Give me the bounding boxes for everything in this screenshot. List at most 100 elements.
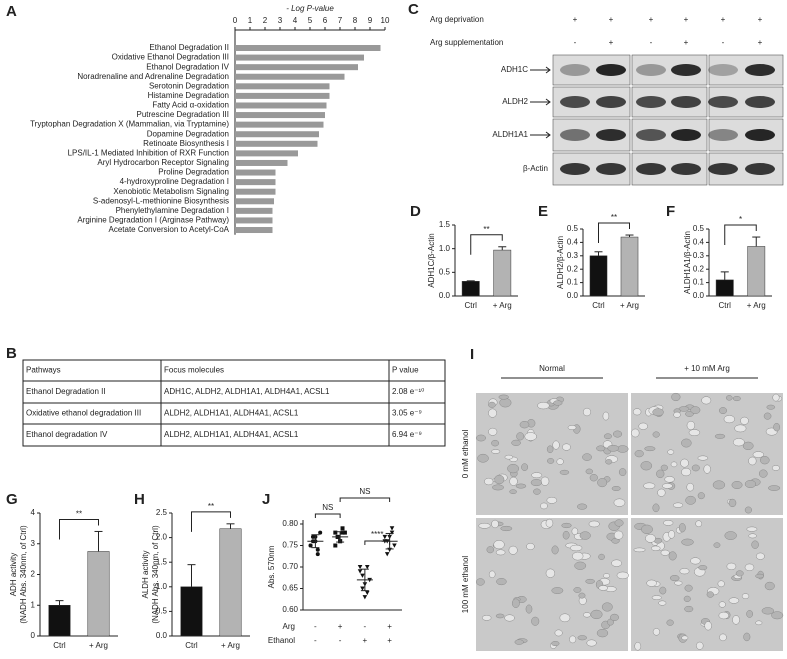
x-tick-label: + Arg (747, 301, 766, 310)
category-label: Serotonin Degradation (149, 81, 229, 90)
x-tick-label: 8 (353, 16, 358, 25)
cell (668, 551, 677, 561)
cell (772, 393, 780, 402)
cell (561, 522, 572, 529)
cell (660, 549, 670, 556)
bar (235, 140, 318, 147)
cell (613, 498, 626, 507)
cell (610, 613, 619, 621)
condition-sign: + (684, 15, 689, 24)
condition-sign: - (339, 636, 342, 645)
bar (235, 150, 298, 157)
cell (601, 602, 613, 612)
bar (235, 45, 381, 51)
y-axis-label: ALDH1A1/β-Actin (683, 231, 692, 294)
cell (545, 518, 554, 528)
cell (695, 520, 703, 528)
cell (586, 639, 597, 647)
y-tick-label: 0.65 (282, 584, 298, 593)
condition-sign: + (387, 636, 392, 645)
cell (742, 441, 754, 451)
significance-label: ** (611, 213, 617, 222)
cell (724, 531, 737, 540)
significance-label: NS (359, 487, 370, 496)
y-tick-label: 0.60 (282, 605, 298, 614)
cell (571, 527, 579, 535)
cell (579, 531, 591, 540)
significance-label: NS (322, 503, 333, 512)
y-tick-label: 0.2 (567, 264, 579, 273)
cell (511, 439, 521, 446)
cell (744, 563, 755, 572)
cell (766, 404, 776, 410)
band (560, 129, 590, 141)
cell (680, 458, 689, 468)
cell (614, 519, 624, 527)
cell (537, 401, 550, 410)
cell (572, 551, 584, 561)
cell (761, 607, 775, 615)
cell (618, 468, 627, 477)
cell (491, 439, 500, 447)
cell (746, 526, 758, 532)
panel-letter: B (6, 345, 17, 362)
dot (389, 530, 395, 535)
x-tick-label: + Arg (620, 301, 639, 310)
condition-sign: + (758, 38, 763, 47)
x-tick-label: 7 (338, 16, 343, 25)
cell (603, 433, 612, 440)
bar (235, 159, 288, 166)
cell (691, 464, 700, 472)
blot-panel (552, 54, 631, 86)
condition-name: Arg (283, 622, 295, 631)
cell (477, 453, 489, 463)
dot (340, 526, 345, 531)
cell (499, 398, 512, 408)
condition-sign: + (573, 15, 578, 24)
cell (748, 533, 757, 539)
dot (392, 543, 397, 548)
cell (524, 432, 537, 441)
cell (491, 519, 499, 529)
x-tick-label: Ctrl (185, 641, 198, 650)
cell (755, 620, 763, 626)
cell (666, 619, 674, 626)
band (671, 64, 701, 76)
cell (732, 615, 740, 625)
cell (585, 578, 595, 584)
cell (498, 394, 509, 400)
micrograph (476, 393, 628, 515)
category-label: Proline Degradation (158, 168, 229, 177)
cell (748, 456, 757, 466)
bar (235, 217, 273, 224)
cell (634, 450, 644, 458)
x-tick-label: 1 (248, 16, 253, 25)
bar (235, 83, 330, 90)
condition-sign: + (684, 38, 689, 47)
cell (500, 525, 513, 532)
cell (574, 561, 587, 570)
cell (679, 568, 690, 575)
panel-letter: E (538, 203, 548, 220)
condition-sign: + (609, 15, 614, 24)
band (560, 64, 590, 76)
x-tick-label: 0 (233, 16, 238, 25)
condition-sign: - (574, 38, 577, 47)
cell (735, 570, 744, 577)
band (708, 129, 738, 141)
cell (641, 524, 653, 535)
category-label: Ethanol Degradation IV (146, 62, 229, 71)
y-tick-label: 4 (31, 508, 36, 517)
bar (715, 279, 734, 297)
cell (719, 633, 727, 642)
cell (545, 568, 556, 578)
significance-bracket (339, 497, 391, 502)
cell (704, 621, 712, 631)
bar (461, 281, 480, 297)
table-cell: ALDH2, ALDH1A1, ALDH4A1, ACSL1 (164, 430, 299, 439)
dot (340, 530, 345, 535)
cell (773, 422, 781, 432)
significance-bracket (724, 224, 757, 246)
y-tick-label: 0 (31, 631, 36, 640)
arrow (530, 131, 551, 139)
